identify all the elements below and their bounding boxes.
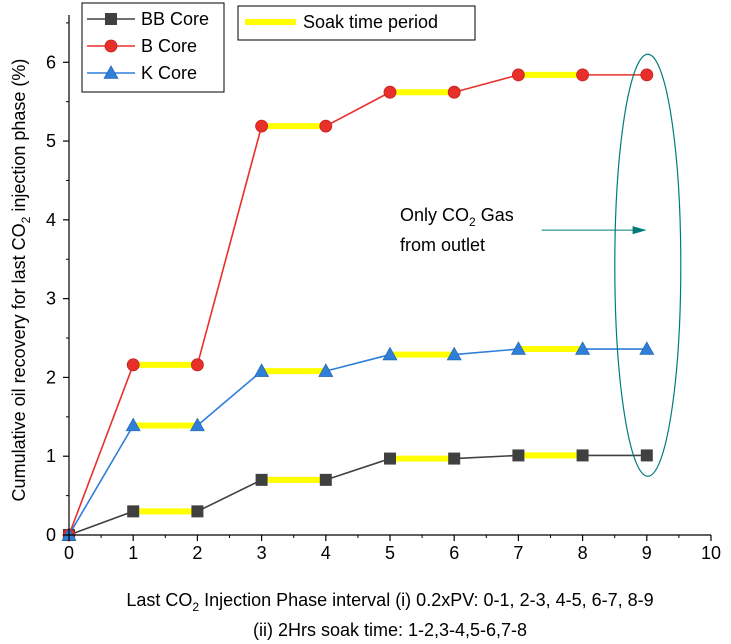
x-axis-title-line2: (ii) 2Hrs soak time: 1-2,3-4,5-6,7-8	[253, 620, 527, 640]
data-point-k-core	[446, 346, 462, 361]
legend-marker	[104, 39, 118, 53]
x-axis-title-prefix: Last CO	[126, 590, 192, 610]
y-tick-label: 5	[46, 131, 56, 151]
y-axis-title-prefix: Cumulative oil recovery for last CO	[9, 223, 29, 501]
legend-marker	[105, 13, 117, 25]
annotation-text-line1: Only CO2 Gas	[400, 205, 514, 229]
x-axis-title-line1: Last CO2 Injection Phase interval (i) 0.…	[126, 590, 653, 614]
data-point-k-core	[318, 363, 334, 377]
data-point-bb-core	[448, 452, 461, 465]
legend-marker	[103, 65, 119, 79]
x-tick-label: 6	[449, 543, 459, 563]
annotation-arrowhead	[632, 226, 647, 235]
annotation-text-subscript: 2	[469, 215, 476, 229]
data-point-b-core	[576, 68, 589, 82]
data-point-bb-core	[255, 473, 268, 486]
legend-label: BB Core	[141, 9, 209, 29]
data-point-b-core	[126, 358, 140, 372]
x-tick-label: 0	[64, 543, 74, 563]
y-tick-label: 6	[46, 52, 56, 72]
data-point-b-core	[190, 358, 204, 372]
y-tick-label: 1	[46, 446, 56, 466]
data-point-bb-core	[319, 473, 332, 486]
legend-label: B Core	[141, 36, 197, 56]
soak-legend-label: Soak time period	[303, 12, 438, 32]
x-tick-label: 10	[701, 543, 721, 563]
series-line-b-core	[325, 91, 391, 127]
data-point-bb-core	[384, 452, 396, 465]
data-point-k-core	[382, 346, 398, 361]
y-tick-label: 2	[46, 367, 56, 387]
data-point-bb-core	[191, 505, 204, 518]
data-point-b-core	[383, 85, 397, 99]
y-tick-label: 3	[46, 289, 56, 309]
series-line-b-core	[196, 125, 263, 366]
y-tick-label: 0	[46, 525, 56, 545]
annotation-text-line2: from outlet	[400, 235, 485, 255]
data-point-b-core	[640, 68, 654, 82]
series-line-k-core	[454, 348, 519, 356]
y-axis-title-suffix: injection phase (%)	[9, 59, 29, 217]
data-point-b-core	[447, 85, 461, 99]
data-point-k-core	[639, 341, 655, 355]
data-point-k-core	[510, 341, 526, 355]
y-axis-title-subscript: 2	[19, 216, 33, 223]
series-line-k-core	[68, 425, 134, 536]
series-line-bb-core	[197, 479, 262, 513]
series-line-k-core	[325, 353, 391, 372]
y-axis-title: Cumulative oil recovery for last CO2 inj…	[9, 59, 33, 502]
legend-label: K Core	[141, 63, 197, 83]
data-point-b-core	[512, 68, 525, 82]
series-line-k-core	[196, 370, 263, 427]
x-tick-label: 8	[578, 543, 588, 563]
x-axis-title-suffix: Injection Phase interval (i) 0.2xPV: 0-1…	[199, 590, 654, 610]
y-tick-label: 4	[46, 210, 56, 230]
x-tick-label: 1	[128, 543, 138, 563]
data-point-bb-core	[127, 505, 140, 518]
series-line-b-core	[453, 74, 519, 93]
x-tick-label: 9	[642, 543, 652, 563]
annotation-text-prefix: Only CO	[400, 205, 469, 225]
series-line-bb-core	[454, 454, 519, 460]
series-line-bb-core	[325, 457, 391, 481]
data-point-k-core	[575, 341, 591, 355]
annotation-ellipse	[614, 53, 682, 477]
data-point-bb-core	[576, 449, 589, 462]
data-point-k-core	[254, 363, 270, 377]
annotation-text-suffix: Gas	[476, 205, 514, 225]
x-axis-title-subscript: 2	[192, 600, 199, 614]
data-point-k-core	[189, 417, 205, 432]
x-tick-label: 2	[192, 543, 202, 563]
x-tick-label: 7	[513, 543, 523, 563]
x-tick-label: 3	[257, 543, 267, 563]
data-point-bb-core	[512, 449, 525, 462]
data-point-b-core	[255, 119, 269, 133]
series-line-b-core	[68, 364, 134, 536]
x-tick-label: 5	[385, 543, 395, 563]
data-point-k-core	[125, 417, 141, 432]
data-point-bb-core	[640, 449, 653, 462]
x-tick-label: 4	[321, 543, 331, 563]
data-point-b-core	[319, 119, 333, 133]
series-line-bb-core	[68, 510, 134, 536]
